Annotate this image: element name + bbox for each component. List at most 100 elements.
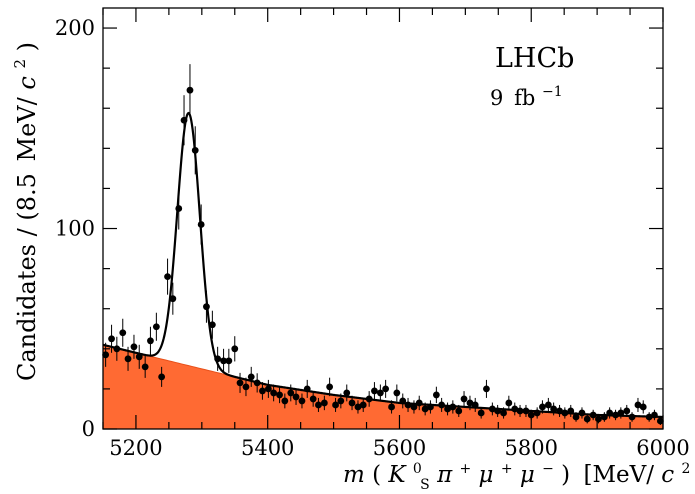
data-point — [656, 416, 664, 425]
data-point — [500, 407, 507, 419]
data-marker — [404, 401, 412, 409]
data-point — [578, 407, 586, 419]
data-point — [359, 397, 367, 412]
data-point — [242, 377, 250, 397]
data-point — [164, 258, 171, 295]
data-marker — [471, 401, 479, 409]
data-marker — [108, 335, 115, 343]
data-point — [158, 366, 166, 387]
data-marker — [348, 399, 356, 407]
data-point — [315, 397, 322, 412]
data-marker — [186, 86, 194, 94]
data-point — [550, 402, 558, 416]
y-axis-label-close: ) — [13, 42, 41, 51]
data-point — [231, 336, 239, 362]
data-marker — [583, 415, 591, 423]
data-marker — [214, 355, 222, 363]
x-axis-label-pi-sup: + — [460, 461, 472, 477]
data-marker — [410, 403, 418, 411]
data-marker — [147, 337, 154, 345]
data-marker — [169, 295, 177, 303]
axis-ticks: 5200 5400 5600 5800 6000 0 100 200 — [55, 8, 690, 460]
x-tick-label: 5400 — [241, 436, 294, 460]
data-marker — [561, 409, 569, 417]
data-marker — [309, 395, 317, 403]
data-point — [175, 187, 183, 230]
data-marker — [158, 373, 166, 381]
data-point — [449, 400, 457, 414]
data-point — [197, 204, 205, 245]
data-point — [186, 64, 194, 117]
data-point — [533, 407, 541, 419]
data-point — [505, 395, 513, 411]
data-marker — [544, 401, 552, 409]
data-point — [309, 391, 317, 407]
data-marker — [539, 403, 546, 411]
data-point — [287, 384, 295, 402]
data-marker — [500, 409, 507, 417]
x-tick-label: 5200 — [109, 436, 162, 460]
data-point — [208, 310, 216, 339]
x-axis-label-unit: [MeV/ — [583, 462, 654, 488]
data-point — [298, 393, 306, 409]
x-tick-label: 5600 — [373, 436, 426, 460]
data-point — [466, 395, 474, 411]
data-marker — [180, 116, 188, 124]
data-marker — [203, 303, 210, 311]
data-marker — [651, 411, 658, 419]
y-tick-label: 200 — [55, 16, 95, 40]
data-marker — [567, 407, 575, 415]
data-marker — [270, 389, 278, 397]
data-marker — [253, 379, 261, 387]
x-tick-label: 5800 — [505, 436, 558, 460]
luminosity-exponent: −1 — [542, 84, 563, 100]
data-point — [421, 402, 429, 416]
data-point — [191, 126, 199, 175]
data-marker — [113, 345, 121, 353]
data-point — [180, 95, 188, 146]
data-marker — [634, 401, 642, 409]
data-marker — [578, 409, 586, 417]
data-marker — [415, 399, 423, 407]
data-point — [147, 326, 154, 355]
data-point — [539, 400, 546, 414]
data-point — [220, 348, 227, 373]
y-axis-label-c: c — [13, 76, 41, 89]
data-marker — [220, 357, 227, 365]
data-point — [371, 382, 378, 400]
data-marker — [247, 373, 255, 381]
data-marker — [455, 407, 463, 415]
data-marker — [376, 389, 384, 397]
data-marker — [320, 399, 328, 407]
data-marker — [432, 391, 440, 399]
data-marker — [572, 413, 580, 421]
data-marker — [438, 401, 446, 409]
x-axis-label-k-sup: 0 — [413, 461, 422, 477]
data-point — [376, 384, 384, 402]
data-marker — [606, 409, 614, 417]
y-axis-label-unit: MeV/ — [13, 96, 41, 161]
data-point — [651, 409, 658, 421]
x-axis-label-m: m — [343, 462, 365, 488]
data-point — [404, 397, 412, 412]
data-marker — [556, 407, 563, 415]
data-point — [460, 391, 468, 407]
data-points — [102, 64, 664, 425]
data-point — [477, 407, 485, 419]
data-point — [600, 412, 608, 422]
data-point — [113, 336, 121, 361]
x-axis-label-k-sub: S — [420, 477, 430, 493]
data-marker — [371, 387, 378, 395]
data-point — [634, 397, 642, 412]
luminosity-unit: fb — [514, 86, 535, 110]
data-marker — [276, 391, 283, 399]
data-point — [135, 344, 143, 369]
data-marker — [231, 345, 239, 353]
data-point — [612, 409, 619, 421]
data-point — [276, 386, 283, 404]
data-marker — [365, 395, 373, 403]
plot-frame — [102, 7, 664, 430]
data-point — [225, 348, 233, 373]
data-marker — [656, 417, 664, 425]
